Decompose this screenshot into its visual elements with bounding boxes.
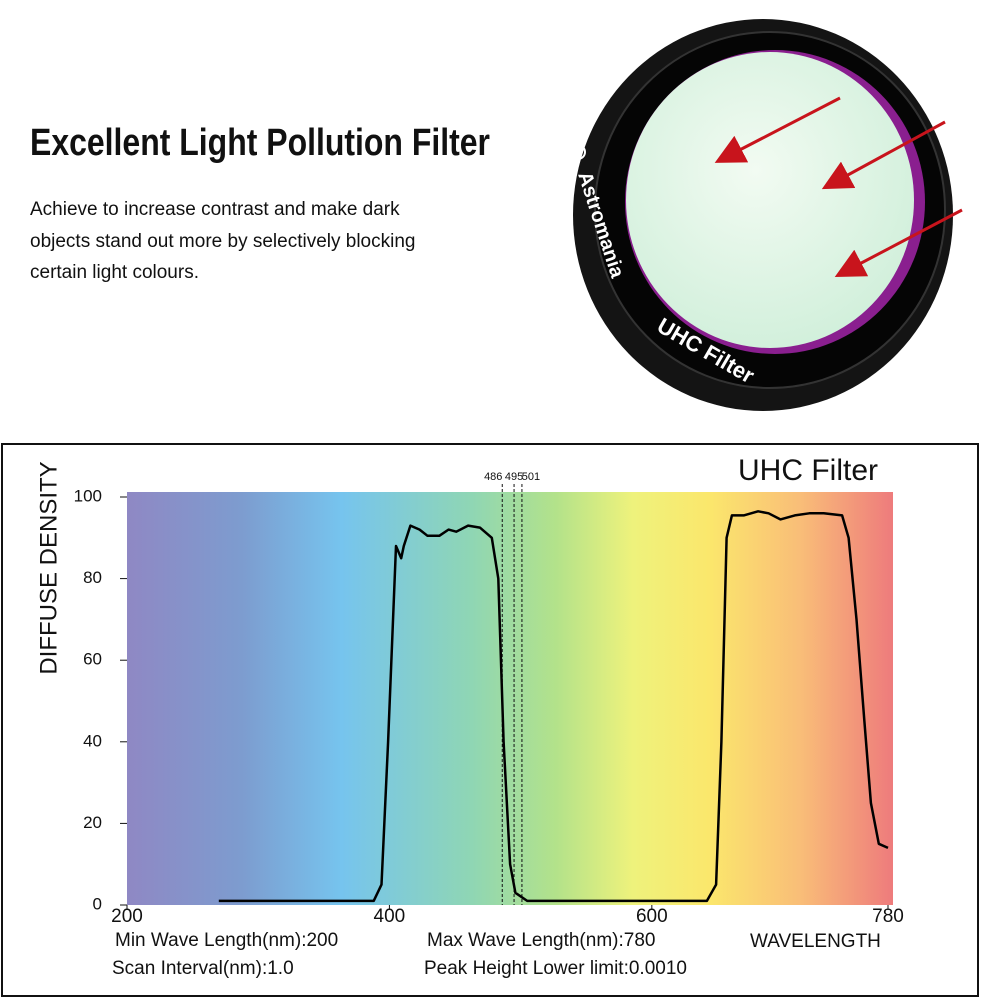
- description-line: certain light colours.: [30, 262, 199, 283]
- description-line: objects stand out more by selectively bl…: [30, 231, 415, 252]
- density-curve: [218, 510, 889, 903]
- x-tick-label: 780: [872, 906, 904, 927]
- description-line: Achieve to increase contrast and make da…: [30, 199, 400, 220]
- x-axis-label: WAVELENGTH: [750, 931, 881, 952]
- filter-illustration: Astromania UHC Filter: [570, 19, 963, 411]
- y-tick-label: 20: [83, 813, 102, 832]
- y-axis-label: DIFFUSE DENSITY: [35, 461, 62, 674]
- y-tick-label: 100: [74, 486, 102, 505]
- y-tick-label: 40: [83, 731, 102, 750]
- x-tick-label: 400: [374, 906, 406, 927]
- reference-label: 501: [522, 471, 540, 483]
- x-tick-label: 600: [636, 906, 668, 927]
- note: Scan Interval(nm):1.0: [112, 958, 294, 979]
- x-tick-label: 200: [111, 906, 143, 927]
- y-tick-label: 0: [93, 894, 102, 913]
- reference-label: 486: [484, 471, 502, 483]
- headline: Excellent Light Pollution Filter: [30, 122, 490, 164]
- note: Peak Height Lower limit:0.0010: [424, 958, 687, 979]
- spectrum-background: [127, 492, 893, 905]
- reference-label: 495: [505, 471, 523, 483]
- y-tick-label: 80: [83, 568, 102, 587]
- chart-title: UHC Filter: [738, 454, 878, 487]
- note: Max Wave Length(nm):780: [427, 930, 655, 951]
- y-tick-label: 60: [83, 650, 102, 669]
- note: Min Wave Length(nm):200: [115, 930, 338, 951]
